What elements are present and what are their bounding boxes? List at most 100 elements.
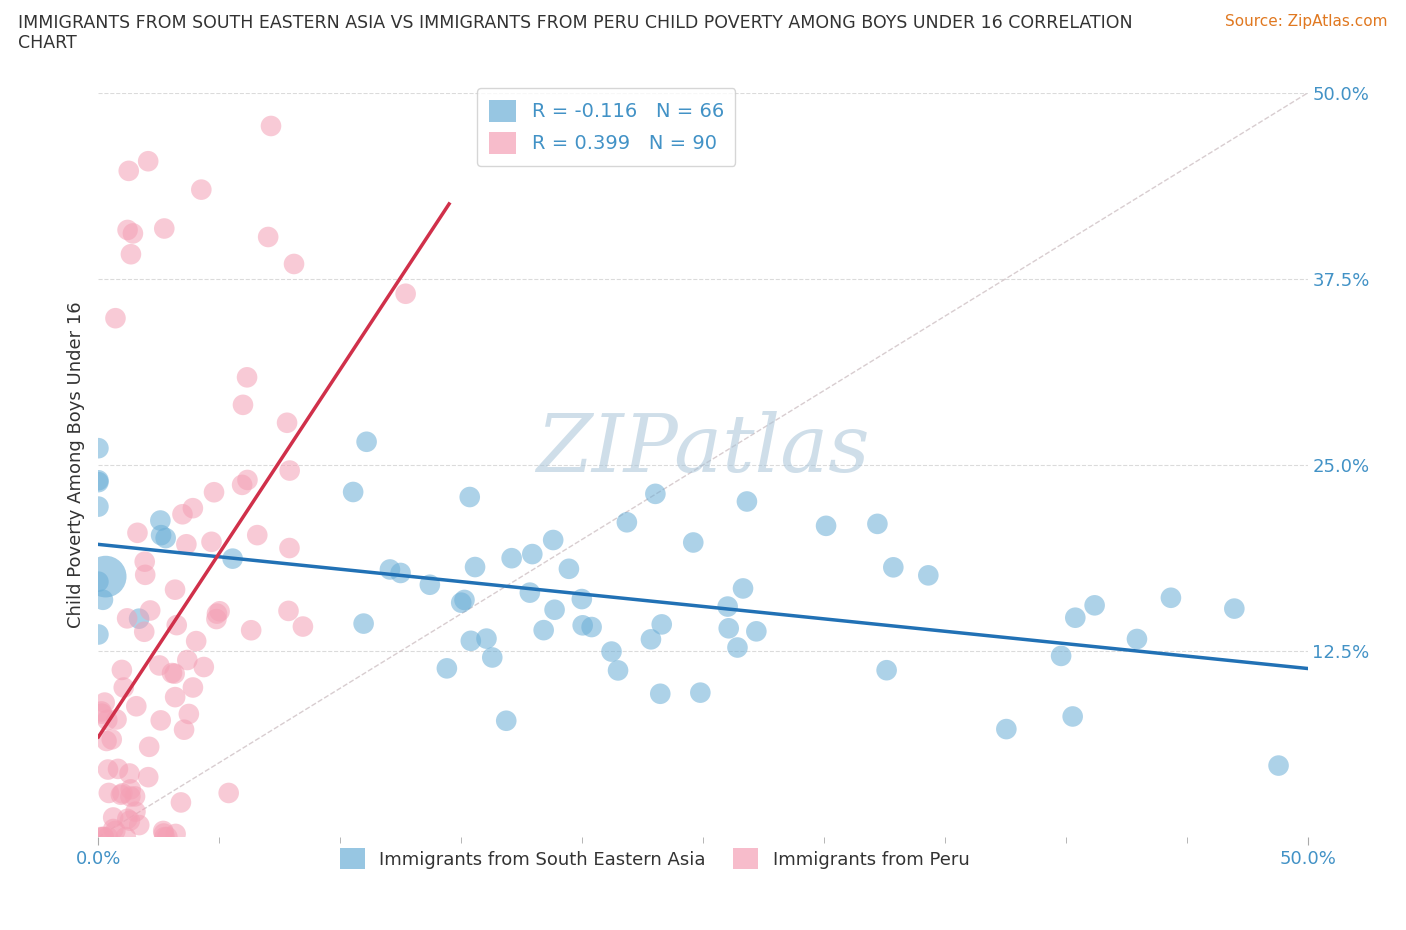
Point: [1050, 648, 1073, 663]
Point: [651, 617, 673, 631]
Point: [120, 789, 142, 804]
Point: [727, 640, 749, 655]
Point: [87, 499, 110, 514]
Point: [236, 370, 259, 385]
Point: [176, 537, 198, 551]
Y-axis label: Child Poverty Among Boys Under 16: Child Poverty Among Boys Under 16: [66, 301, 84, 629]
Point: [87, 574, 110, 589]
Point: [200, 535, 222, 550]
Point: [118, 813, 141, 828]
Point: [128, 817, 150, 832]
Point: [160, 666, 183, 681]
Point: [917, 568, 939, 583]
Point: [682, 535, 704, 550]
Point: [236, 472, 259, 487]
Point: [117, 222, 139, 237]
Point: [125, 698, 148, 713]
Point: [136, 770, 159, 785]
Point: [278, 540, 301, 555]
Point: [170, 795, 193, 810]
Point: [118, 164, 141, 179]
Point: [152, 823, 174, 838]
Point: [205, 606, 228, 621]
Point: [120, 246, 142, 261]
Point: [240, 623, 263, 638]
Point: [640, 631, 662, 646]
Point: [283, 257, 305, 272]
Point: [120, 782, 142, 797]
Text: ZIPatlas: ZIPatlas: [536, 411, 870, 489]
Text: CHART: CHART: [18, 34, 77, 52]
Point: [866, 516, 889, 531]
Point: [277, 604, 299, 618]
Point: [650, 686, 672, 701]
Point: [522, 547, 544, 562]
Point: [139, 603, 162, 618]
Point: [186, 633, 208, 648]
Point: [166, 618, 188, 632]
Point: [104, 823, 127, 838]
Point: [501, 551, 523, 565]
Point: [1223, 601, 1246, 616]
Point: [93, 830, 115, 844]
Point: [458, 489, 481, 504]
Point: [114, 830, 136, 844]
Point: [460, 633, 482, 648]
Point: [165, 690, 187, 705]
Point: [138, 739, 160, 754]
Point: [541, 533, 564, 548]
Point: [93, 695, 115, 710]
Point: [134, 554, 156, 569]
Point: [107, 762, 129, 777]
Point: [436, 661, 458, 676]
Point: [93, 830, 115, 844]
Point: [876, 663, 898, 678]
Point: [1064, 610, 1087, 625]
Point: [260, 118, 283, 133]
Point: [202, 485, 225, 499]
Point: [149, 513, 172, 528]
Point: [97, 830, 120, 844]
Point: [257, 230, 280, 245]
Point: [193, 659, 215, 674]
Point: [96, 712, 118, 727]
Point: [90, 830, 112, 844]
Point: [105, 712, 128, 727]
Point: [190, 182, 212, 197]
Point: [163, 666, 186, 681]
Point: [221, 551, 243, 566]
Point: [278, 463, 301, 478]
Point: [558, 562, 581, 577]
Point: [155, 531, 177, 546]
Point: [90, 706, 112, 721]
Point: [291, 619, 314, 634]
Point: [464, 560, 486, 575]
Point: [122, 226, 145, 241]
Point: [616, 515, 638, 530]
Point: [176, 653, 198, 668]
Point: [882, 560, 904, 575]
Point: [153, 830, 176, 844]
Point: [94, 569, 117, 584]
Point: [134, 567, 156, 582]
Point: [103, 821, 125, 836]
Point: [481, 650, 503, 665]
Point: [581, 619, 603, 634]
Point: [342, 485, 364, 499]
Point: [87, 472, 110, 487]
Point: [173, 723, 195, 737]
Point: [100, 732, 122, 747]
Point: [1084, 598, 1107, 613]
Point: [181, 500, 204, 515]
Point: [1160, 591, 1182, 605]
Point: [91, 592, 114, 607]
Legend: Immigrants from South Eastern Asia, Immigrants from Peru: Immigrants from South Eastern Asia, Immi…: [333, 841, 977, 876]
Point: [148, 658, 170, 673]
Point: [353, 617, 375, 631]
Point: [1062, 709, 1084, 724]
Point: [731, 581, 754, 596]
Point: [149, 713, 172, 728]
Point: [419, 578, 441, 592]
Point: [111, 786, 134, 801]
Point: [571, 618, 593, 632]
